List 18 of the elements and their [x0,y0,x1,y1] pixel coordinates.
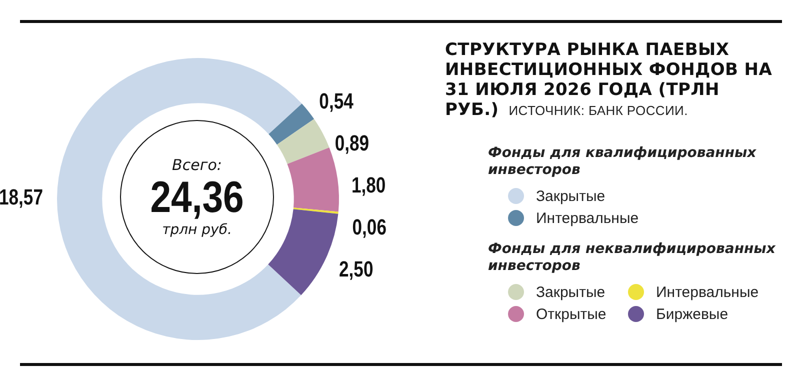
legend-label: Закрытые [536,284,606,300]
data-label: 0,89 [334,132,370,156]
text: Фонды для неквалифицированных инвесторов [488,241,776,275]
text: Всего: [172,156,222,174]
data-label: 18,57 [0,186,43,210]
text: Фонды для квалифицированных инвесторов [488,145,758,179]
legend-label: Интервальные [536,210,639,226]
legend-label: Интервальные [656,284,759,300]
data-label: 1,80 [351,174,386,198]
data-label: 0,54 [319,90,354,114]
data-label: 0,06 [352,216,386,240]
legend-label: Открытые [536,306,606,322]
data-label: 2,50 [339,258,374,282]
text: ИСТОЧНИК: БАНК РОССИИ. [508,103,688,118]
legend-label: Биржевые [656,306,728,322]
legend-label: Закрытые [536,188,606,204]
text: 24,36 [150,173,244,222]
text: трлн руб. [162,222,232,238]
